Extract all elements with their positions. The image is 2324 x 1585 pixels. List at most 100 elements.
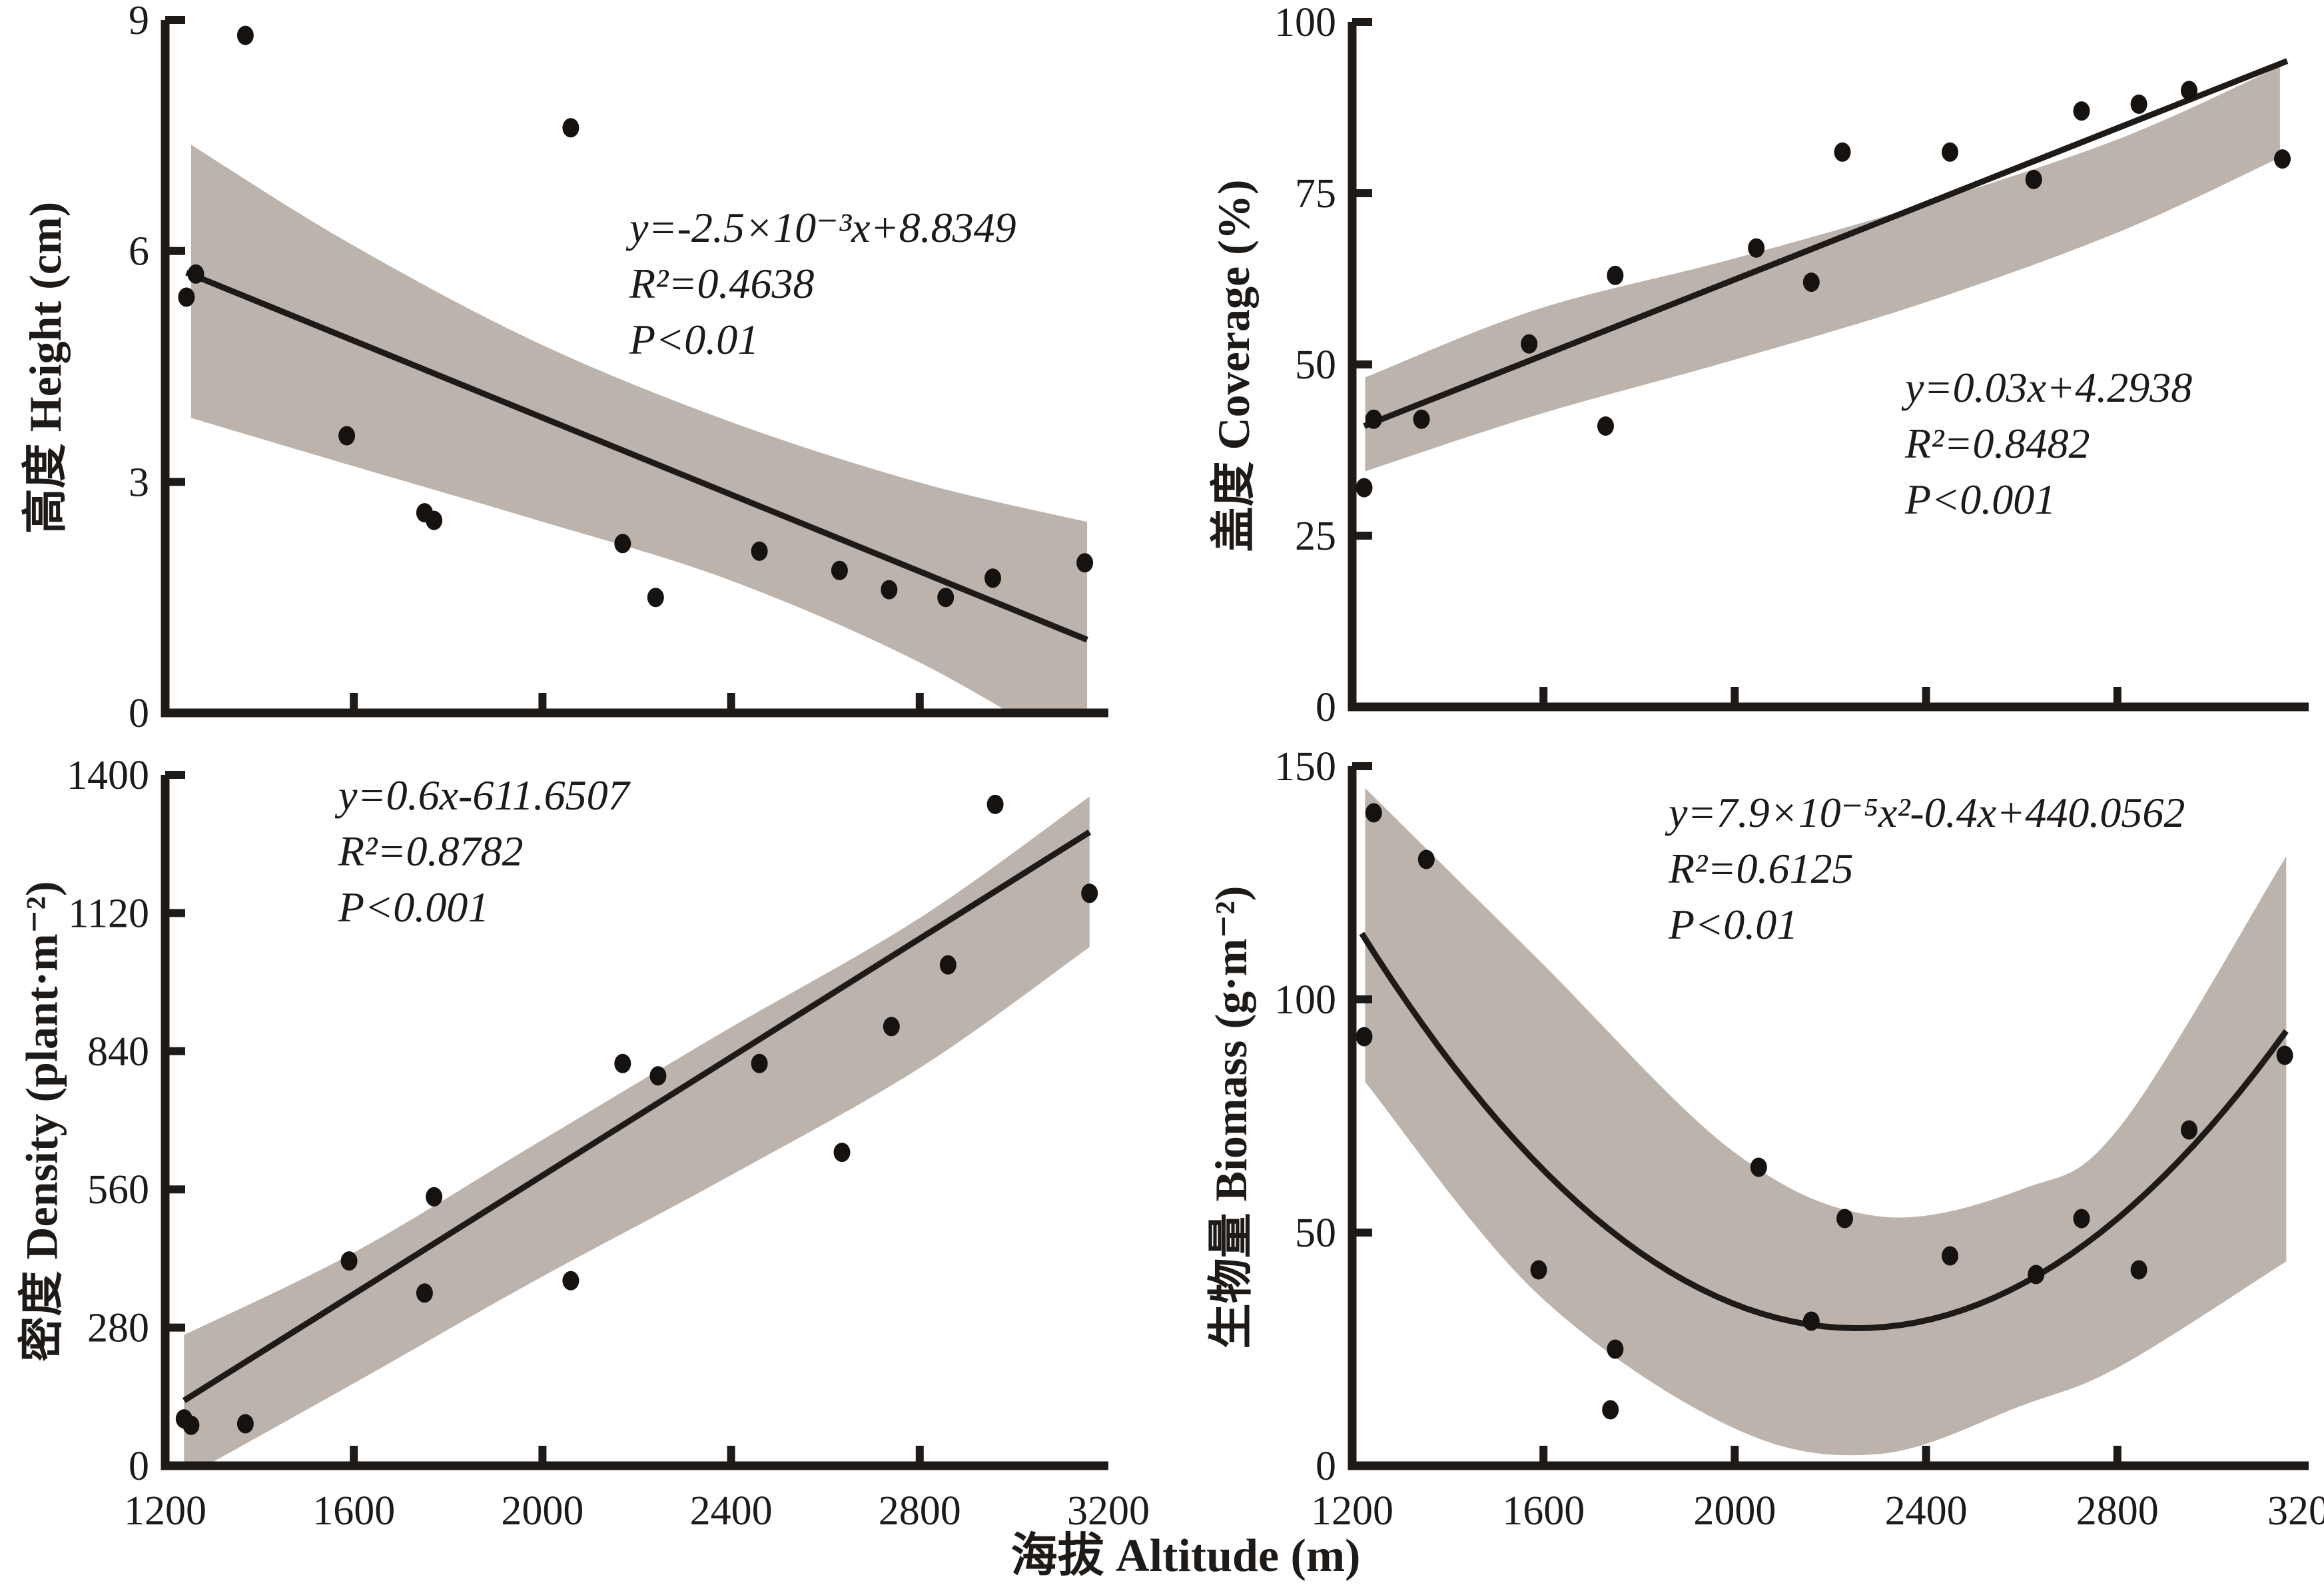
data-point — [1521, 334, 1538, 354]
data-point — [2276, 1045, 2293, 1065]
data-point — [831, 560, 848, 580]
y-tick-label: 0 — [1316, 1444, 1336, 1489]
data-point — [1607, 265, 1624, 285]
y-tick-label: 0 — [129, 691, 149, 736]
y-axis-label-height: 高度 Height (cm) — [20, 201, 71, 534]
data-point — [562, 118, 580, 138]
data-point — [1942, 1246, 1958, 1266]
data-point — [187, 264, 204, 284]
data-point — [1942, 142, 1958, 162]
regression-line — [1363, 58, 2289, 429]
equation-block-height: y=-2.5×10⁻³x+8.8349 R²=0.4638 P<0.01 — [629, 200, 1016, 368]
data-point — [183, 1415, 200, 1435]
x-tick-label: 2800 — [2076, 1488, 2159, 1534]
y-tick-label: 560 — [87, 1167, 149, 1213]
data-point — [1081, 883, 1098, 903]
y-tick-label: 280 — [87, 1306, 149, 1351]
x-tick-label: 1600 — [312, 1488, 395, 1534]
y-tick-label: 3 — [129, 460, 149, 505]
data-point — [1597, 416, 1614, 436]
data-point — [881, 580, 898, 600]
regression-line — [182, 829, 1092, 1404]
data-point — [1802, 1311, 1820, 1331]
panel-height — [178, 25, 1094, 713]
data-point — [2073, 101, 2090, 121]
data-point — [338, 426, 356, 446]
data-point — [1365, 803, 1382, 823]
x-tick-label: 2000 — [501, 1488, 583, 1534]
data-point — [986, 794, 1004, 814]
y-tick-label: 0 — [129, 1444, 149, 1489]
data-point — [939, 955, 957, 975]
y-tick-label: 840 — [87, 1029, 149, 1075]
confidence-band — [1365, 66, 2280, 472]
y-tick-label: 0 — [1316, 685, 1336, 730]
x-axis-label: 海拔 Altitude (m) — [1010, 1530, 1361, 1582]
data-point — [649, 1066, 667, 1086]
data-point — [236, 1414, 254, 1434]
data-point — [1802, 272, 1820, 292]
y-axis-label-coverage: 盖度 Coverage (%) — [1208, 179, 1259, 552]
data-point — [1602, 1400, 1619, 1420]
data-point — [416, 1283, 433, 1303]
r-squared-value: R²=0.6125 — [1669, 845, 1854, 892]
data-point — [426, 510, 443, 530]
data-point — [1413, 409, 1430, 429]
data-point — [236, 25, 254, 45]
confidence-band — [184, 796, 1090, 1466]
p-value: P<0.01 — [1669, 901, 1798, 948]
panel-biomass — [1356, 788, 2293, 1456]
x-tick-label: 1200 — [1311, 1488, 1393, 1534]
data-point — [751, 1053, 768, 1073]
confidence-band — [1365, 788, 2287, 1456]
r-squared-value: R²=0.8782 — [338, 827, 524, 875]
data-point — [1530, 1260, 1547, 1280]
data-point — [1834, 142, 1851, 162]
regression-line — [185, 269, 1088, 643]
data-point — [1076, 553, 1094, 573]
confidence-band — [191, 145, 1088, 713]
p-value: P<0.01 — [629, 316, 759, 363]
x-tick-label: 2400 — [1885, 1488, 1968, 1534]
data-point — [833, 1143, 851, 1163]
data-point — [1836, 1209, 1853, 1229]
axes-spines — [1348, 22, 2309, 712]
data-point — [2028, 1265, 2045, 1285]
x-tick-label: 1600 — [1502, 1488, 1585, 1534]
y-tick-label: 75 — [1295, 171, 1336, 217]
data-point — [1607, 1339, 1624, 1359]
data-point — [1356, 1027, 1373, 1047]
regression-equation: y=7.9×10⁻⁵x²-0.4x+440.0562 — [1669, 789, 2185, 836]
x-tick-label: 2800 — [879, 1488, 961, 1534]
data-point — [2181, 1120, 2197, 1140]
regression-equation: y=-2.5×10⁻³x+8.8349 — [629, 204, 1016, 251]
r-squared-value: R²=0.4638 — [629, 260, 815, 307]
equation-block-biomass: y=7.9×10⁻⁵x²-0.4x+440.0562 R²=0.6125 P<0… — [1669, 785, 2185, 953]
y-tick-label: 150 — [1274, 744, 1336, 790]
data-point — [1750, 1157, 1767, 1177]
data-point — [2130, 1260, 2147, 1280]
y-axis-label-density: 密度 Density (plant·m⁻²) — [16, 881, 67, 1362]
data-point — [1748, 238, 1765, 258]
p-value: P<0.001 — [338, 883, 490, 931]
data-point — [1365, 409, 1382, 429]
y-tick-label: 1120 — [68, 891, 149, 936]
x-tick-label: 3200 — [2267, 1488, 2324, 1534]
data-point — [562, 1271, 580, 1291]
y-tick-label: 6 — [129, 229, 149, 274]
data-point — [2073, 1209, 2090, 1229]
x-tick-label: 1200 — [124, 1488, 206, 1534]
data-point — [2181, 81, 2197, 101]
y-tick-label: 25 — [1295, 514, 1336, 559]
data-point — [937, 588, 955, 608]
y-axis-label-biomass: 生物量 Biomass (g·m⁻²) — [1206, 885, 1256, 1349]
panel-density — [175, 794, 1098, 1466]
data-point — [751, 541, 768, 561]
y-tick-label: 9 — [129, 0, 149, 43]
axes-spines — [161, 775, 1108, 1470]
data-point — [647, 588, 664, 608]
data-point — [2130, 94, 2147, 114]
p-value: P<0.001 — [1905, 476, 2056, 523]
